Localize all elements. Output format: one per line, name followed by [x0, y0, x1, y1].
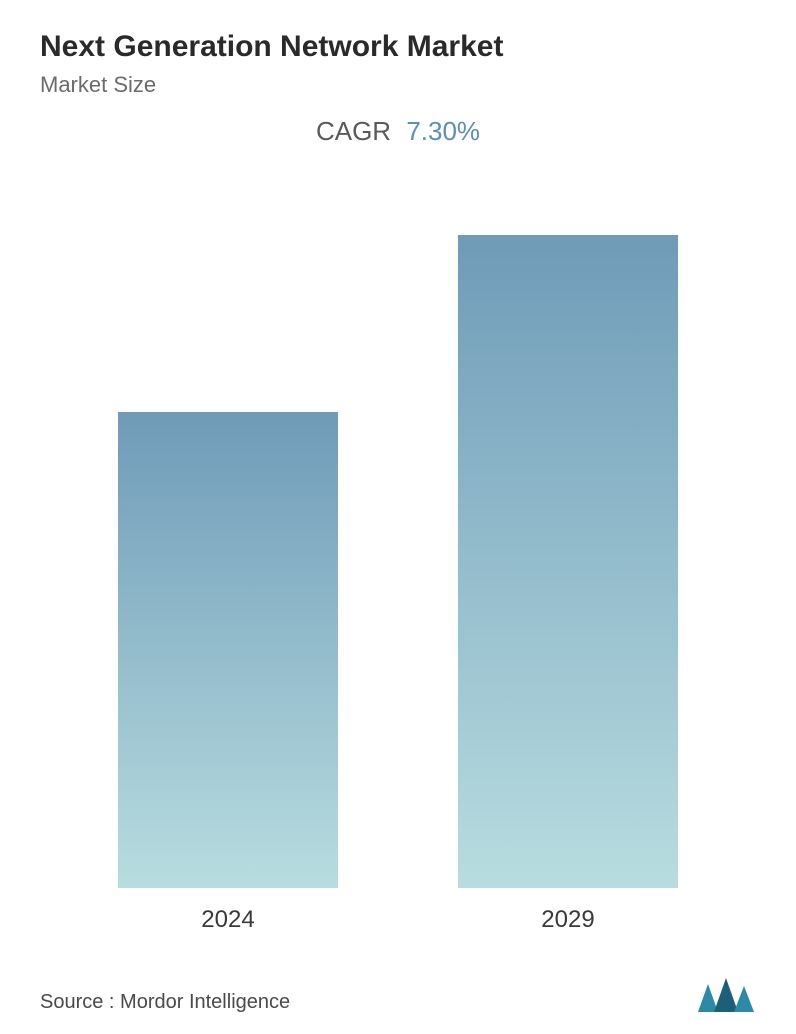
cagr-row: CAGR 7.30% [40, 116, 756, 147]
chart-container: Next Generation Network Market Market Si… [0, 0, 796, 1034]
chart-area: 2024 2029 [40, 167, 756, 934]
source-text: Source : Mordor Intelligence [40, 991, 290, 1014]
footer: Source : Mordor Intelligence [40, 944, 756, 1014]
bar-group: 2029 [458, 235, 678, 934]
chart-title: Next Generation Network Market [40, 30, 756, 64]
cagr-label: CAGR [316, 116, 391, 146]
bar-label: 2024 [201, 906, 254, 934]
bar-label: 2029 [541, 906, 594, 934]
bar [458, 235, 678, 888]
bar-group: 2024 [118, 412, 338, 934]
bar [118, 412, 338, 888]
brand-logo-icon [696, 974, 756, 1014]
cagr-value: 7.30% [406, 116, 480, 146]
chart-subtitle: Market Size [40, 72, 756, 98]
